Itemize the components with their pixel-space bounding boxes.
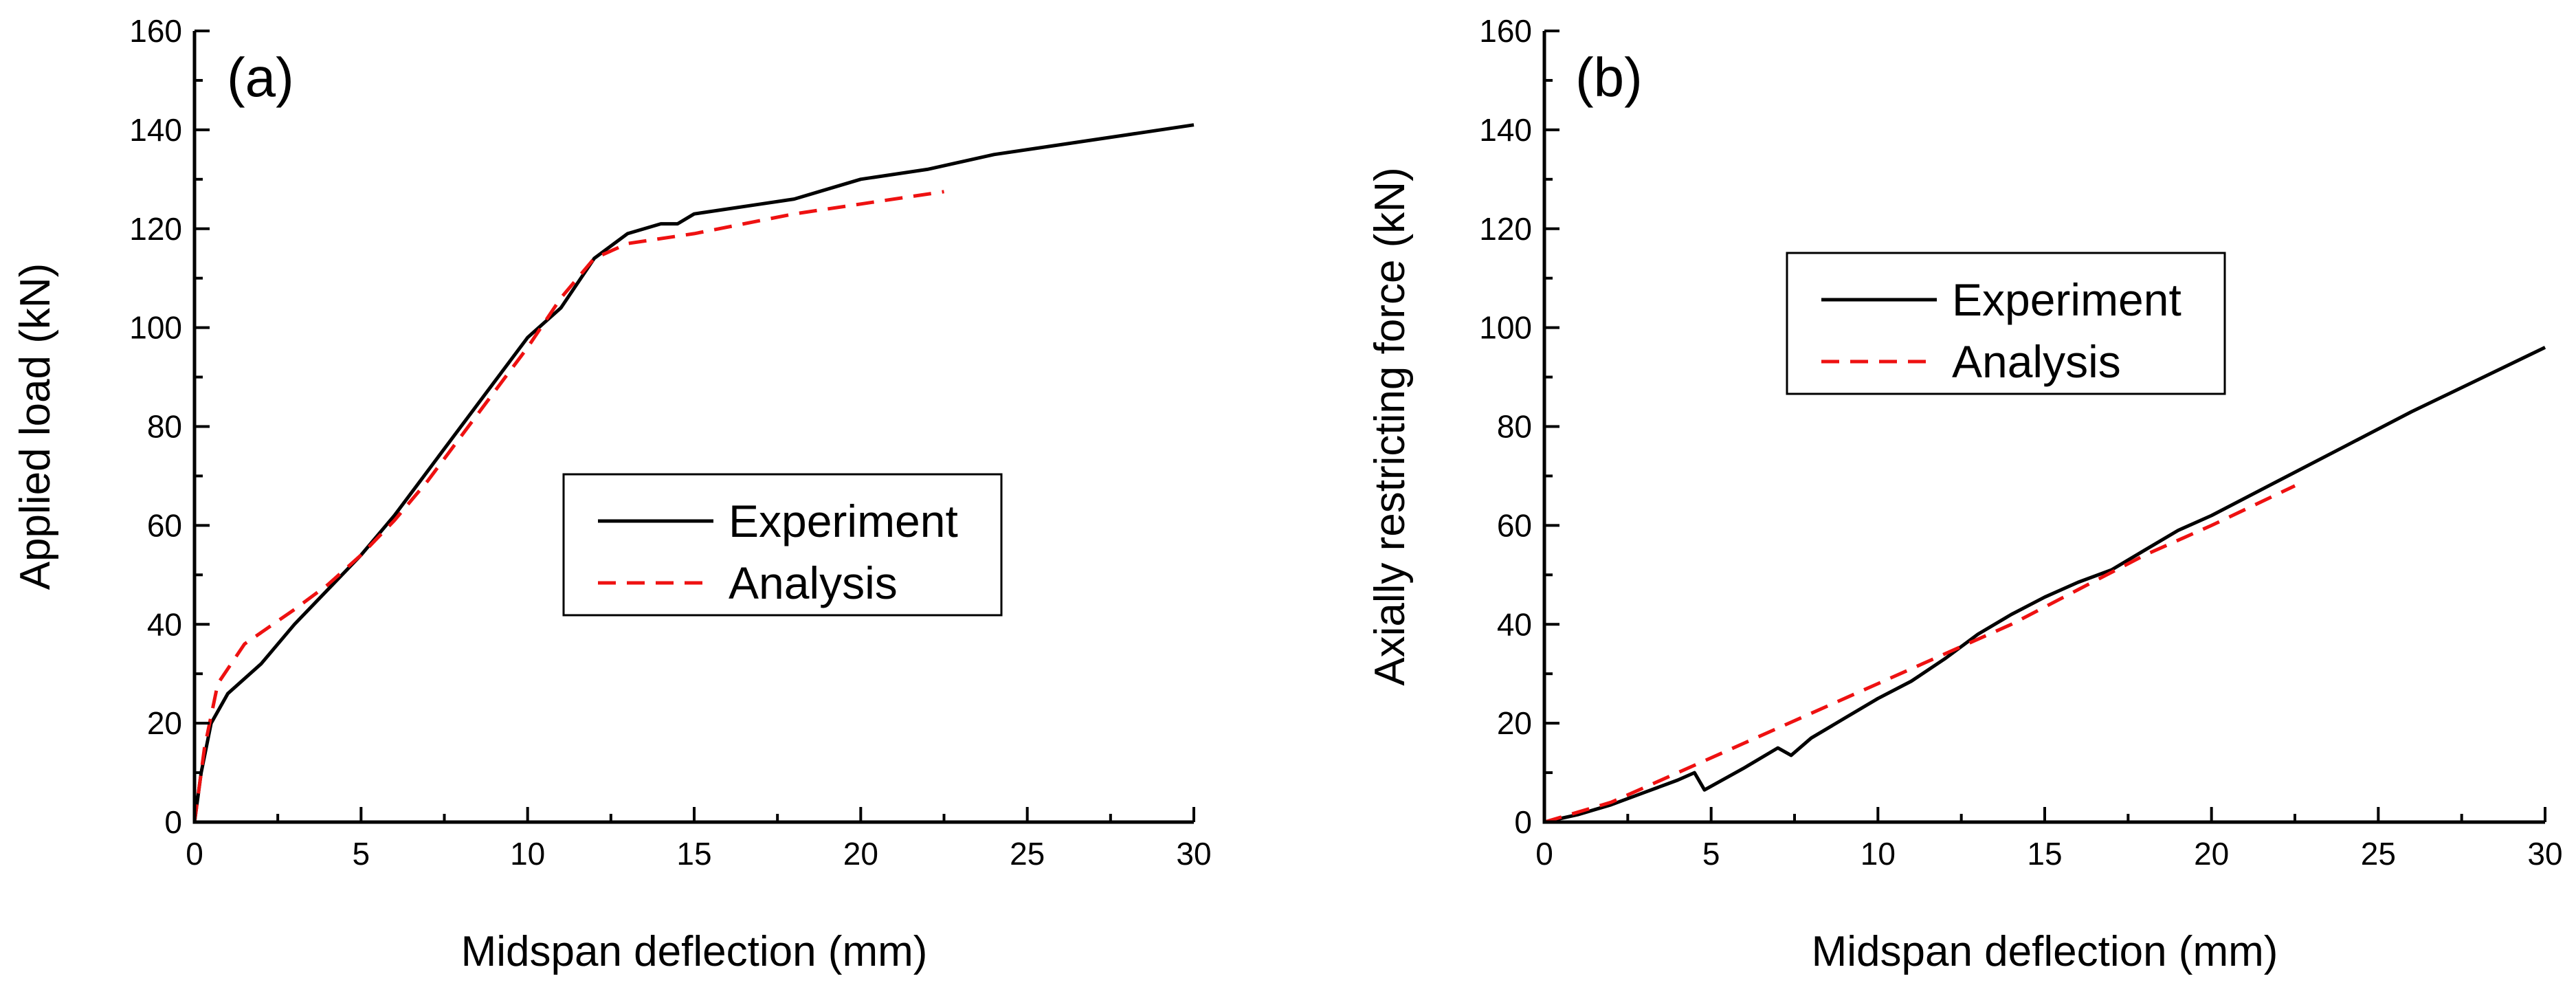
x-axis-label-a: Midspan deflection (mm) xyxy=(461,928,928,975)
x-tick-label-b-2: 10 xyxy=(1861,836,1896,872)
series-line-analysis-b xyxy=(1544,484,2296,824)
y-tick-label-a-3: 60 xyxy=(147,507,182,543)
legend-label-experiment-a: Experiment xyxy=(729,496,958,546)
legend-label-experiment-b: Experiment xyxy=(1952,274,2181,325)
legend-box-a xyxy=(562,473,1003,617)
y-tick-label-a-2: 40 xyxy=(147,606,182,642)
x-tick-label-a-0: 0 xyxy=(186,836,203,872)
chart-panel-b: 0 5 10 15 20 25 30 0 20 40 60 80 100 120 140 160 (b) Mi… xyxy=(1366,13,2563,975)
y-tick-label-a-7: 140 xyxy=(129,112,182,148)
series-line-experiment-a xyxy=(192,123,1195,823)
x-tick-label-b-5: 25 xyxy=(2361,836,2396,872)
legend-a: Experiment Analysis xyxy=(562,473,1003,617)
x-tick-label-a-3: 15 xyxy=(676,836,711,872)
y-tick-label-a-0: 0 xyxy=(164,804,182,840)
y-tick-label-a-8: 160 xyxy=(129,13,182,49)
axis-frame-b xyxy=(1542,31,2545,824)
legend-box-b xyxy=(1786,252,2226,395)
chart-panel-a: 0 5 10 15 20 25 30 0 20 40 60 80 100 120 140 160 (a) Mi… xyxy=(12,13,1212,975)
legend-label-analysis-b: Analysis xyxy=(1952,336,2121,387)
axis-frame-a xyxy=(192,31,1194,824)
x-tick-label-a-2: 10 xyxy=(510,836,545,872)
series-line-analysis-a xyxy=(192,190,944,823)
panel-label-a: (a) xyxy=(227,47,294,108)
y-tick-label-a-4: 80 xyxy=(147,409,182,445)
x-axis-label-b: Midspan deflection (mm) xyxy=(1812,928,2278,975)
ticks-a: 0 5 10 15 20 25 30 0 20 40 60 80 100 120 140 160 xyxy=(129,13,1211,872)
x-tick-label-b-3: 15 xyxy=(2027,836,2062,872)
y-tick-label-a-1: 20 xyxy=(147,705,182,741)
ticks-b: 0 5 10 15 20 25 30 0 20 40 60 80 100 120 140 160 xyxy=(1479,13,2562,872)
legend-label-analysis-a: Analysis xyxy=(729,557,898,608)
panel-label-b: (b) xyxy=(1575,47,1643,108)
y-tick-label-b-8: 160 xyxy=(1479,13,1532,49)
plot-marks-a xyxy=(192,123,1195,823)
x-tick-label-b-0: 0 xyxy=(1535,836,1553,872)
x-tick-label-a-5: 25 xyxy=(1010,836,1045,872)
series-line-experiment-b xyxy=(1544,346,2546,824)
x-tick-label-b-6: 30 xyxy=(2527,836,2562,872)
y-tick-label-b-3: 60 xyxy=(1497,507,1532,543)
legend-b: Experiment Analysis xyxy=(1786,252,2226,395)
y-tick-label-b-0: 0 xyxy=(1514,804,1532,840)
x-tick-label-b-4: 20 xyxy=(2194,836,2229,872)
x-tick-label-a-6: 30 xyxy=(1176,836,1211,872)
y-tick-label-b-5: 100 xyxy=(1479,310,1532,346)
y-tick-label-a-5: 100 xyxy=(129,310,182,346)
y-axis-label-a: Applied load (kN) xyxy=(12,263,59,590)
x-tick-label-a-1: 5 xyxy=(353,836,370,872)
y-tick-label-b-4: 80 xyxy=(1497,409,1532,445)
y-axis-label-b: Axially restricting force (kN) xyxy=(1366,167,1414,685)
y-tick-label-b-2: 40 xyxy=(1497,606,1532,642)
y-tick-label-b-1: 20 xyxy=(1497,705,1532,741)
y-tick-label-a-6: 120 xyxy=(129,211,182,247)
plot-marks-b xyxy=(1544,346,2546,824)
x-tick-label-a-4: 20 xyxy=(843,836,878,872)
x-tick-label-b-1: 5 xyxy=(1702,836,1720,872)
y-tick-label-b-7: 140 xyxy=(1479,112,1532,148)
y-tick-label-b-6: 120 xyxy=(1479,211,1532,247)
